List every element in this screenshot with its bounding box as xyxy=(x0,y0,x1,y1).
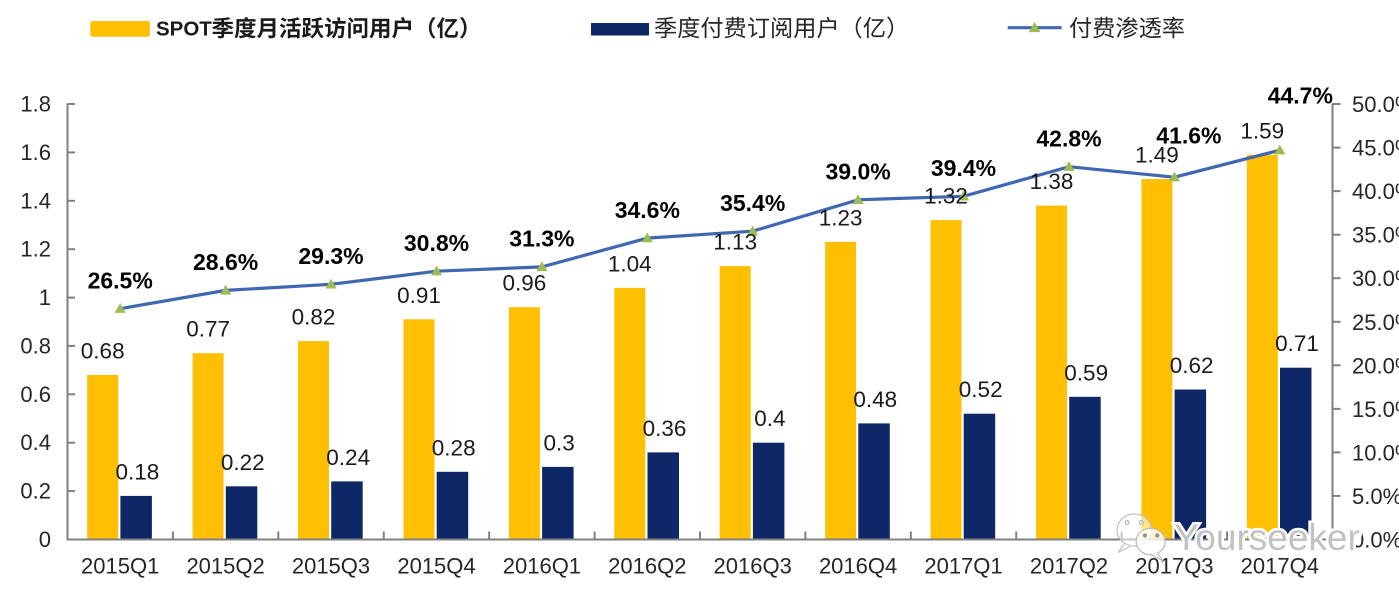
svg-text:0.4: 0.4 xyxy=(20,430,51,455)
svg-text:1: 1 xyxy=(39,285,51,310)
svg-text:1.8: 1.8 xyxy=(20,92,51,117)
svg-text:0.6: 0.6 xyxy=(20,382,51,407)
svg-text:2015Q1: 2015Q1 xyxy=(81,554,159,579)
svg-text:2015Q4: 2015Q4 xyxy=(397,554,475,579)
svg-text:0.77: 0.77 xyxy=(186,317,230,342)
svg-text:2017Q3: 2017Q3 xyxy=(1135,554,1213,579)
svg-text:30.0%: 30.0% xyxy=(1352,266,1399,291)
svg-text:1.6: 1.6 xyxy=(20,140,51,165)
svg-text:1.32: 1.32 xyxy=(924,184,968,209)
svg-text:0.59: 0.59 xyxy=(1064,360,1108,385)
svg-text:10.0%: 10.0% xyxy=(1352,440,1399,465)
svg-text:0.52: 0.52 xyxy=(959,377,1003,402)
svg-text:28.6%: 28.6% xyxy=(193,249,258,275)
svg-text:2016Q2: 2016Q2 xyxy=(608,554,686,579)
svg-text:5.0%: 5.0% xyxy=(1352,484,1399,509)
svg-text:0.8: 0.8 xyxy=(20,333,51,358)
svg-text:0.0%: 0.0% xyxy=(1352,528,1399,553)
svg-text:42.8%: 42.8% xyxy=(1036,126,1101,152)
svg-text:0.22: 0.22 xyxy=(221,450,265,475)
svg-text:0.18: 0.18 xyxy=(116,459,160,484)
svg-text:1.38: 1.38 xyxy=(1030,169,1074,194)
svg-text:45.0%: 45.0% xyxy=(1352,136,1399,161)
svg-text:0.62: 0.62 xyxy=(1170,353,1214,378)
svg-text:15.0%: 15.0% xyxy=(1352,397,1399,422)
svg-text:0.48: 0.48 xyxy=(853,387,897,412)
svg-text:0.36: 0.36 xyxy=(643,416,687,441)
svg-text:35.0%: 35.0% xyxy=(1352,223,1399,248)
svg-text:25.0%: 25.0% xyxy=(1352,310,1399,335)
svg-text:0.2: 0.2 xyxy=(20,479,51,504)
svg-text:29.3%: 29.3% xyxy=(298,243,363,269)
svg-text:2016Q1: 2016Q1 xyxy=(503,554,581,579)
svg-text:0.91: 0.91 xyxy=(397,283,441,308)
svg-text:31.3%: 31.3% xyxy=(509,226,574,252)
svg-text:2016Q4: 2016Q4 xyxy=(819,554,897,579)
svg-text:30.8%: 30.8% xyxy=(404,230,469,256)
svg-text:2015Q2: 2015Q2 xyxy=(186,554,264,579)
svg-text:34.6%: 34.6% xyxy=(615,197,680,223)
svg-text:1.04: 1.04 xyxy=(608,251,652,276)
svg-text:1.4: 1.4 xyxy=(20,188,51,213)
svg-text:26.5%: 26.5% xyxy=(88,268,153,294)
svg-text:0.82: 0.82 xyxy=(292,305,336,330)
svg-text:41.6%: 41.6% xyxy=(1156,123,1221,149)
svg-text:50.0%: 50.0% xyxy=(1352,92,1399,117)
svg-text:0.68: 0.68 xyxy=(81,339,125,364)
svg-text:2015Q3: 2015Q3 xyxy=(292,554,370,579)
svg-text:0.28: 0.28 xyxy=(432,435,476,460)
svg-text:20.0%: 20.0% xyxy=(1352,353,1399,378)
svg-text:1.13: 1.13 xyxy=(713,230,757,255)
svg-text:SPOT: SPOT xyxy=(156,18,212,41)
svg-text:0.24: 0.24 xyxy=(326,445,370,470)
svg-text:1.49: 1.49 xyxy=(1135,143,1179,168)
svg-text:Yourseeker: Yourseeker xyxy=(1174,517,1360,558)
svg-text:0.3: 0.3 xyxy=(543,430,574,455)
svg-text:2016Q3: 2016Q3 xyxy=(714,554,792,579)
svg-text:39.0%: 39.0% xyxy=(825,159,890,185)
svg-text:0.96: 0.96 xyxy=(503,271,547,296)
svg-text:0.71: 0.71 xyxy=(1275,331,1319,356)
svg-text:40.0%: 40.0% xyxy=(1352,179,1399,204)
svg-text:2017Q2: 2017Q2 xyxy=(1030,554,1108,579)
svg-text:2017Q1: 2017Q1 xyxy=(924,554,1002,579)
svg-text:44.7%: 44.7% xyxy=(1268,83,1333,109)
svg-text:1.2: 1.2 xyxy=(20,237,51,262)
svg-text:1.59: 1.59 xyxy=(1240,118,1284,143)
svg-text:39.4%: 39.4% xyxy=(931,155,996,181)
svg-text:35.4%: 35.4% xyxy=(720,190,785,216)
svg-text:0: 0 xyxy=(39,527,51,552)
svg-text:0.4: 0.4 xyxy=(754,406,785,431)
svg-text:1.23: 1.23 xyxy=(819,205,863,230)
svg-text:2017Q4: 2017Q4 xyxy=(1241,554,1319,579)
